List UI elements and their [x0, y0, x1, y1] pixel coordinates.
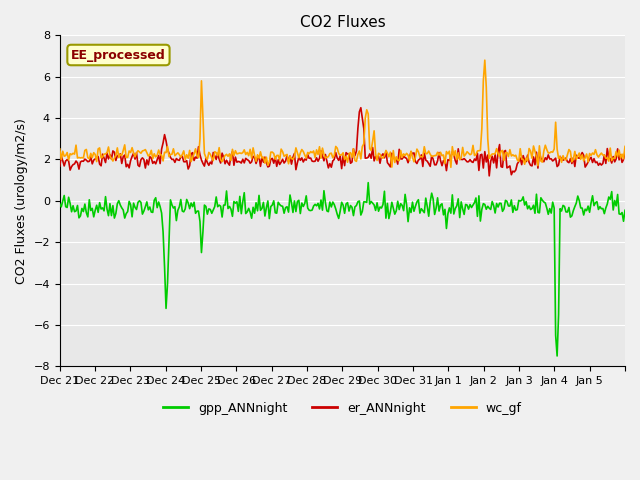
Legend: gpp_ANNnight, er_ANNnight, wc_gf: gpp_ANNnight, er_ANNnight, wc_gf: [158, 396, 527, 420]
Title: CO2 Fluxes: CO2 Fluxes: [300, 15, 385, 30]
Y-axis label: CO2 Fluxes (urology/m2/s): CO2 Fluxes (urology/m2/s): [15, 118, 28, 284]
Text: EE_processed: EE_processed: [71, 48, 166, 61]
